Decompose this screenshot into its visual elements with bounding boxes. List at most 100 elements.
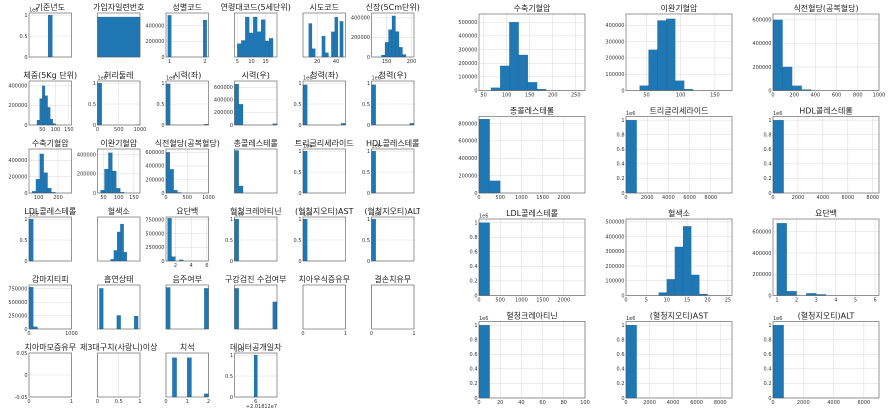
chart-title: 수축기혈압 <box>514 3 551 13</box>
histogram-bar <box>99 288 103 329</box>
histogram-bar <box>783 67 793 91</box>
x-tick-label: 200 <box>407 59 417 65</box>
x-tick-label: 150 <box>710 93 720 99</box>
x-tick-label: 150 <box>129 195 139 201</box>
y-tick-label: 0 <box>161 123 164 129</box>
y-tick-label: 500000 <box>145 231 164 237</box>
histogram-bar <box>249 33 253 57</box>
x-tick-label: 100 <box>676 93 686 99</box>
y-tick-label: 200000 <box>752 65 771 71</box>
x-tick-label: 6000 <box>683 195 696 201</box>
y-tick-label: 0.4 <box>470 367 478 373</box>
y-tick-label: 0.8 <box>470 338 478 344</box>
chart-title: 수축기혈압 <box>32 138 69 148</box>
y-tick-label: 100000 <box>605 72 624 78</box>
x-tick-label: 20 <box>704 298 710 304</box>
histogram-bar <box>312 49 315 57</box>
y-tick-label: 1 <box>768 323 771 329</box>
x-tick-label: 2000 <box>641 195 654 201</box>
y-tick-label: 0 <box>367 191 370 197</box>
y-tick-label: 1 <box>367 149 370 155</box>
x-tick-label: 600 <box>832 93 842 99</box>
y-tick-label: 0.5 <box>225 238 233 244</box>
x-tick-label: 100 <box>502 93 512 99</box>
y-tick-label: 0 <box>161 55 164 61</box>
y-tick-label: 0.5 <box>20 238 28 244</box>
histogram-bar <box>204 288 208 329</box>
y-tick-label: 0.6 <box>617 147 625 153</box>
histogram-bar <box>691 275 699 296</box>
x-offset-label: +2.01812e7 <box>246 404 277 410</box>
y-tick-label: 300000 <box>458 47 477 53</box>
y-tick-label: 0.8 <box>470 235 478 241</box>
x-tick-label: 1 <box>186 399 189 405</box>
y-tick-label: 0.2 <box>470 381 478 387</box>
x-tick-label: 250 <box>571 93 581 99</box>
chart-title: 시력(좌) <box>173 70 201 80</box>
y-tick-label: 600000 <box>752 18 771 24</box>
chart-title: 시도코드 <box>310 3 339 12</box>
x-tick-label: 0 <box>477 298 480 304</box>
chart-title: 성별코드 <box>173 2 202 12</box>
y-tick-label: 400000 <box>752 251 771 257</box>
sci-multiplier: 1e6 <box>166 76 175 82</box>
histogram-bar <box>50 119 53 125</box>
x-tick-label: 5 <box>236 59 239 65</box>
y-tick-label: 400000 <box>145 23 164 29</box>
x-tick-label: 0 <box>370 331 373 337</box>
y-tick-label: 1 <box>367 81 370 87</box>
x-tick-label: 200 <box>53 195 63 201</box>
histogram-bar <box>325 53 328 57</box>
y-tick-label: 250000 <box>8 313 27 319</box>
y-tick-label: 0 <box>24 373 27 379</box>
y-tick-label: 100000 <box>605 279 624 285</box>
histogram-bar <box>235 288 239 329</box>
histogram-bar <box>254 355 257 397</box>
y-tick-label: 0.4 <box>470 264 478 270</box>
y-tick-label: 0 <box>367 259 370 265</box>
x-tick-label: 100 <box>114 195 124 201</box>
histogram-bar <box>40 154 44 193</box>
plot-frame <box>166 285 209 329</box>
chart-title: 청력(우) <box>379 70 407 80</box>
y-tick-label: -0.05 <box>15 395 28 401</box>
x-tick-label: 1000 <box>65 331 78 337</box>
chart-title: 식전혈당(공복혈당) <box>155 138 220 148</box>
histogram-bar <box>120 224 123 261</box>
histogram-bar <box>108 153 112 193</box>
y-tick-label: 200000 <box>145 39 164 45</box>
histogram-bar <box>273 302 277 329</box>
chart-title: 식전혈당(공복혈당) <box>793 3 858 13</box>
chart-title: 신장(5Cm단위) <box>366 2 420 12</box>
y-tick-label: 200000 <box>77 172 96 178</box>
chart-title: 시력(우) <box>242 70 270 80</box>
x-tick-label: 1000 <box>515 298 528 304</box>
chart-title: 혈색소 <box>108 206 130 216</box>
x-tick-label: 0 <box>164 399 167 405</box>
histogram-bar <box>166 287 170 329</box>
histogram-bar <box>112 171 116 193</box>
x-tick-label: 10 <box>664 298 670 304</box>
left-histogram: 혈색소 <box>98 206 141 261</box>
x-tick-label: 0 <box>27 331 30 337</box>
sci-multiplier: 1e6 <box>235 348 244 354</box>
x-tick-label: 0.5 <box>115 399 123 405</box>
histogram-bar <box>166 152 170 193</box>
x-tick-label: 1000 <box>134 127 147 133</box>
sci-multiplier: 1e6 <box>372 76 381 82</box>
y-tick-label: 400000 <box>351 16 370 22</box>
x-tick-label: 3 <box>815 298 818 304</box>
plot-frame <box>773 322 879 399</box>
